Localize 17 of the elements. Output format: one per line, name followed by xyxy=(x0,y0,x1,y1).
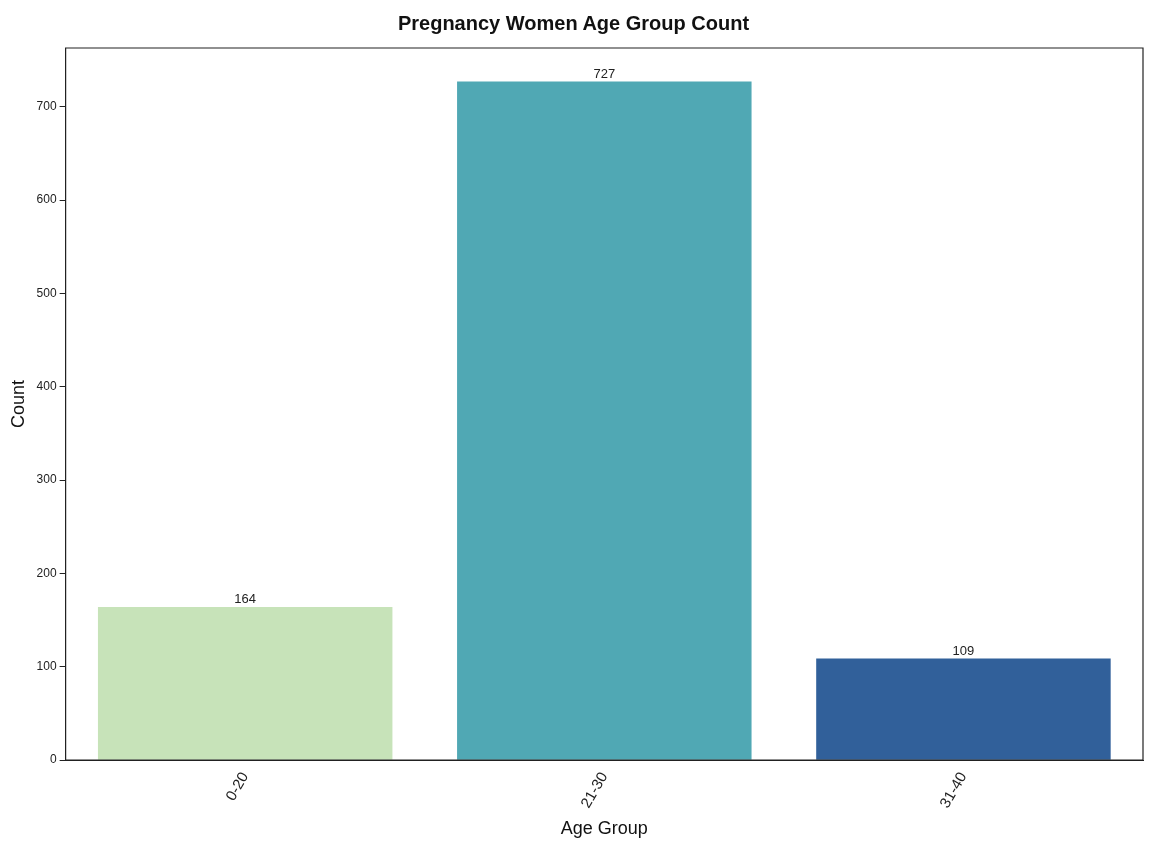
bar xyxy=(816,658,1111,760)
y-tick-label: 400 xyxy=(36,379,57,394)
y-tick-label: 700 xyxy=(36,99,57,114)
y-tick-label: 600 xyxy=(36,192,57,207)
data-label: 164 xyxy=(234,591,257,607)
x-axis-title: Age Group xyxy=(560,818,648,839)
data-label: 727 xyxy=(593,65,616,81)
bar xyxy=(97,607,393,760)
y-tick-label: 0 xyxy=(49,752,57,767)
y-tick-label: 100 xyxy=(36,659,57,674)
bar xyxy=(457,81,752,760)
y-tick-label: 500 xyxy=(36,285,57,300)
y-axis-title: Count xyxy=(7,380,28,429)
data-label: 109 xyxy=(952,642,975,658)
chart-title: Pregnancy Women Age Group Count xyxy=(397,11,750,34)
y-tick-label: 200 xyxy=(36,565,57,580)
y-tick-label: 300 xyxy=(36,472,57,487)
